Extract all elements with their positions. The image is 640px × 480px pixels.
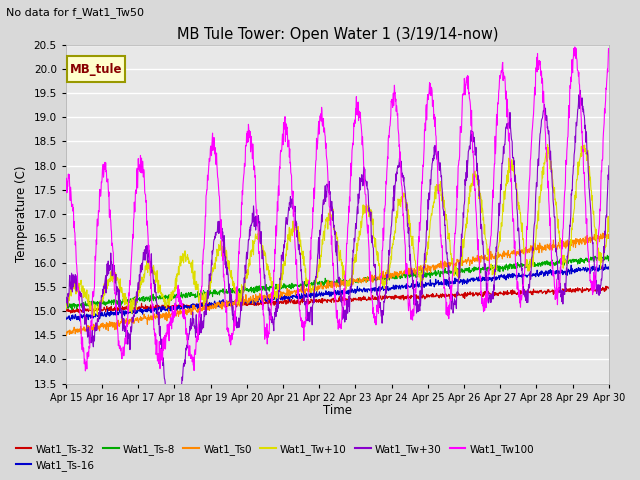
Text: No data for f_Wat1_Tw50: No data for f_Wat1_Tw50 — [6, 7, 145, 18]
X-axis label: Time: Time — [323, 404, 352, 417]
Legend: Wat1_Ts-32, Wat1_Ts-16, Wat1_Ts-8, Wat1_Ts0, Wat1_Tw+10, Wat1_Tw+30, Wat1_Tw100: Wat1_Ts-32, Wat1_Ts-16, Wat1_Ts-8, Wat1_… — [12, 439, 538, 475]
Text: MB_tule: MB_tule — [70, 62, 122, 75]
Title: MB Tule Tower: Open Water 1 (3/19/14-now): MB Tule Tower: Open Water 1 (3/19/14-now… — [177, 27, 498, 42]
Y-axis label: Temperature (C): Temperature (C) — [15, 166, 28, 262]
